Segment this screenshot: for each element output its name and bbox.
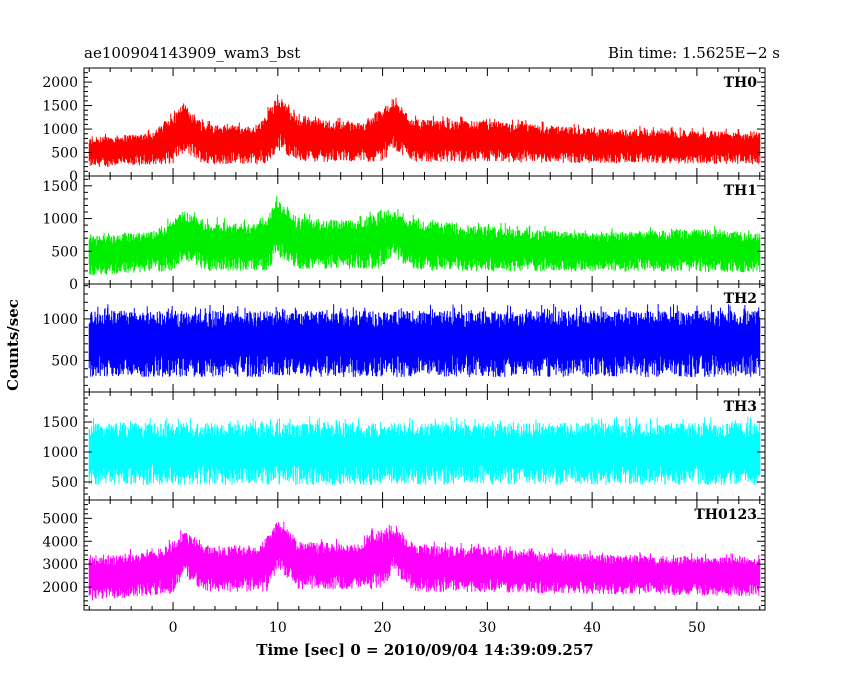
y-tick-label: 0	[69, 169, 78, 185]
panel-th0: 0 500 1000 1500 2000 TH0	[42, 67, 766, 185]
panel-th0123: 2000 3000 4000 5000 TH0123	[42, 499, 766, 611]
bin-time-label: Bin time: 1.5625E−2 s	[608, 44, 780, 62]
x-tick-label: 20	[374, 620, 392, 636]
panel-label: TH0	[724, 75, 758, 91]
y-tick-label: 500	[51, 146, 78, 162]
y-tick-label: 1000	[42, 445, 78, 461]
panel-th2: 500 1000 TH2	[42, 283, 766, 393]
x-tick-label: 0	[169, 620, 178, 636]
panel-th3: 500 1000 1500 TH3	[42, 391, 766, 501]
y-axis-label: Counts/sec	[4, 299, 22, 391]
panel-label: TH1	[724, 183, 757, 199]
x-tick-label: 40	[583, 620, 601, 636]
chart-title: ae100904143909_wam3_bst	[84, 44, 300, 62]
series-th3	[88, 416, 761, 485]
y-tick-label: 2000	[42, 580, 78, 596]
y-tick-label: 3000	[42, 557, 78, 573]
y-tick-label: 1500	[42, 99, 78, 115]
y-tick-label: 0	[69, 277, 78, 293]
panel-label: TH2	[724, 291, 757, 307]
y-tick-label: 500	[51, 353, 78, 369]
series-th0	[88, 94, 761, 167]
y-tick-label: 500	[51, 475, 78, 491]
y-tick-label: 5000	[42, 511, 78, 527]
y-tick-label: 2000	[42, 75, 78, 91]
x-tick-labels: 0 10 20 30 40 50	[169, 620, 706, 636]
panel-label: TH0123	[694, 507, 757, 523]
series-th1	[88, 196, 761, 276]
y-tick-label: 1500	[42, 179, 78, 195]
y-tick-label: 500	[51, 244, 78, 260]
x-tick-label: 50	[688, 620, 706, 636]
y-tick-label: 4000	[42, 534, 78, 550]
panel-group: 0 500 1000 1500 2000 TH0 0 500 1000 1500 TH1 500 100…	[42, 67, 766, 611]
panel-th1: 0 500 1000 1500 TH1	[42, 175, 766, 293]
x-axis-label: Time [sec] 0 = 2010/09/04 14:39:09.257	[256, 641, 593, 659]
panel-label: TH3	[724, 399, 757, 415]
y-tick-label: 1000	[42, 312, 78, 328]
x-tick-label: 10	[269, 620, 287, 636]
series-th0123	[88, 521, 761, 601]
y-tick-label: 1000	[42, 212, 78, 228]
y-tick-label: 1500	[42, 415, 78, 431]
series-th2	[88, 304, 761, 377]
y-tick-label: 1000	[42, 122, 78, 138]
x-tick-label: 30	[478, 620, 496, 636]
